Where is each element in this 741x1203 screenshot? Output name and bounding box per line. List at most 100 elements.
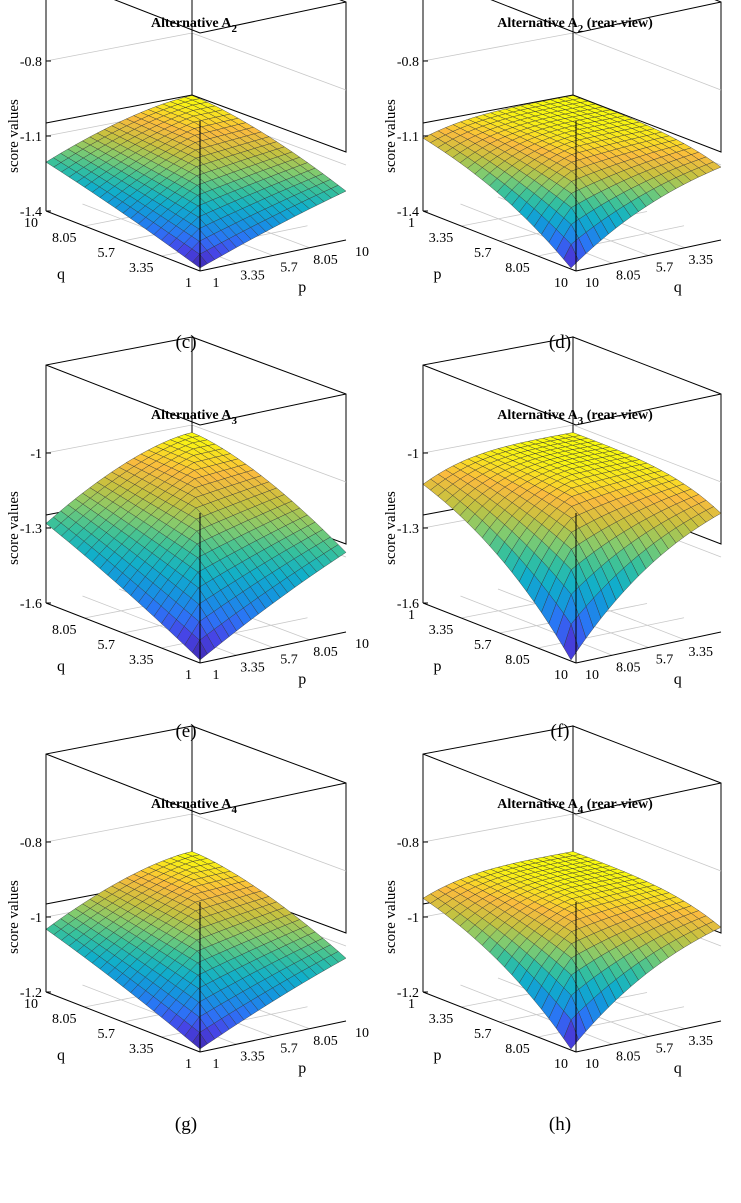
p-edge-tick-label: 3.35 xyxy=(689,1034,714,1049)
title-main: Alternative A xyxy=(497,408,578,423)
p-edge-tick-label: 5.7 xyxy=(280,653,298,668)
title-subscript: 4 xyxy=(578,804,584,816)
q-edge-tick-label: 1 xyxy=(408,608,415,623)
surface xyxy=(45,851,347,1050)
q-axis-label: q xyxy=(674,279,682,296)
z-tick-label: -1.3 xyxy=(397,522,419,537)
box-top-front xyxy=(113,0,347,34)
title-suffix: (rear-view) xyxy=(583,797,653,812)
p-edge-tick-label: 10 xyxy=(355,1026,369,1041)
z-tick-label: -1.4 xyxy=(20,205,42,220)
panel-caption: (h) xyxy=(549,1114,571,1135)
p-edge-tick-label: 8.05 xyxy=(313,645,338,660)
panel-title: Alternative A3 (rear-view) xyxy=(497,408,653,427)
panel-caption: (e) xyxy=(175,721,196,742)
p-edge-tick-label: 1 xyxy=(213,1057,220,1072)
box-top-front xyxy=(422,364,722,426)
box-top-front xyxy=(45,364,347,426)
box-top-front xyxy=(45,753,347,815)
p-axis-line xyxy=(575,1020,722,1053)
back-face-left xyxy=(422,0,574,124)
p-axis-line xyxy=(575,631,722,664)
p-edge-tick-label: 10 xyxy=(355,637,369,652)
z-tick-label: -1.6 xyxy=(397,597,419,612)
title-subscript: 2 xyxy=(231,23,237,35)
title-main: Alternative A xyxy=(497,797,578,812)
p-edge-tick-label: 10 xyxy=(585,668,599,683)
z-tick-label: -1 xyxy=(30,447,42,462)
title-main: Alternative A xyxy=(497,16,578,31)
q-axis-line xyxy=(45,602,201,664)
p-edge-tick-label: 3.35 xyxy=(689,253,714,268)
p-axis-line xyxy=(199,1020,347,1053)
title-subscript: 3 xyxy=(578,415,584,427)
z-tick-label: -1.4 xyxy=(397,205,419,220)
title-main: Alternative A xyxy=(151,797,232,812)
z-axis-label: score values xyxy=(383,99,399,173)
panel-title: Alternative A4 (rear-view) xyxy=(497,797,653,816)
box-top-front xyxy=(422,753,722,815)
q-edge-tick-label: 5.7 xyxy=(474,1027,492,1042)
z-tick-label: -1.1 xyxy=(20,130,42,145)
q-axis-label: q xyxy=(674,1060,682,1077)
q-edge-tick-label: 10 xyxy=(24,216,38,231)
q-edge-tick-label: 5.7 xyxy=(98,638,116,653)
z-tick-label: -1 xyxy=(407,447,419,462)
z-tick-label: -1.1 xyxy=(397,130,419,145)
q-axis-line xyxy=(422,991,577,1053)
p-axis-label: p xyxy=(434,266,442,283)
q-edge-tick-label: 10 xyxy=(554,1057,568,1072)
q-edge-tick-label: 3.35 xyxy=(429,231,454,246)
q-edge-tick-label: 8.05 xyxy=(52,1012,77,1027)
p-edge-tick-label: 3.35 xyxy=(689,645,714,660)
q-axis-label: q xyxy=(674,671,682,688)
p-axis-line xyxy=(199,239,347,272)
p-edge-tick-label: 8.05 xyxy=(313,1034,338,1049)
panel-caption: (c) xyxy=(175,332,196,353)
p-edge-tick-label: 8.05 xyxy=(313,253,338,268)
p-edge-tick-label: 5.7 xyxy=(280,1042,298,1057)
surface xyxy=(422,432,722,661)
z-tick-label: -1.6 xyxy=(20,597,42,612)
panel-h: -0.8 -1 -1.2 score values 1 3.35 5.7 8.05 10 p 10 8… xyxy=(383,725,722,1077)
surface xyxy=(422,851,722,1050)
q-axis-line xyxy=(45,210,201,272)
panel-f: -1 -1.3 -1.6 score values 1 3.35 5.7 8.05 10 p 10 8… xyxy=(383,336,722,688)
q-edge-tick-label: 1 xyxy=(185,668,192,683)
z-axis-label: score values xyxy=(6,99,22,173)
z-tick-label: -1 xyxy=(30,911,42,926)
q-edge-tick-label: 5.7 xyxy=(98,246,116,261)
title-main: Alternative A xyxy=(151,408,232,423)
q-edge-tick-label: 10 xyxy=(554,276,568,291)
p-axis-label: p xyxy=(298,671,306,688)
box-front xyxy=(45,753,347,1053)
p-axis-label: p xyxy=(298,279,306,296)
q-edge-tick-label: 1 xyxy=(408,997,415,1012)
q-edge-tick-label: 10 xyxy=(554,668,568,683)
p-edge-tick-label: 8.05 xyxy=(616,1049,641,1064)
z-axis-label: score values xyxy=(383,880,399,954)
q-edge-tick-label: 8.05 xyxy=(505,653,530,668)
panel-caption: (d) xyxy=(549,332,571,353)
z-axis-label: score values xyxy=(383,491,399,565)
p-axis-label: p xyxy=(434,1047,442,1064)
q-edge-tick-label: 8.05 xyxy=(52,231,77,246)
z-tick-label: -1 xyxy=(407,911,419,926)
q-edge-tick-label: 5.7 xyxy=(474,638,492,653)
q-axis-label: q xyxy=(57,266,65,283)
z-axis-label: score values xyxy=(6,880,22,954)
panel-e: -1 -1.3 -1.6 score values 1 3.35 5.7 8.05 q 1 3.35… xyxy=(6,336,369,688)
q-edge-tick-label: 3.35 xyxy=(129,261,154,276)
p-edge-tick-label: 3.35 xyxy=(240,1049,265,1064)
panel-d: -0.8 -1.1 -1.4 score values 1 3.35 5.7 8.05 10 p 1… xyxy=(383,0,722,296)
title-subscript: 4 xyxy=(231,804,237,816)
q-edge-tick-label: 8.05 xyxy=(52,623,77,638)
p-edge-tick-label: 5.7 xyxy=(656,1042,674,1057)
panel-title: Alternative A2 xyxy=(151,16,237,35)
surface xyxy=(422,95,722,269)
surface xyxy=(45,432,347,661)
p-edge-tick-label: 3.35 xyxy=(240,660,265,675)
panel-title: Alternative A2 (rear-view) xyxy=(497,16,653,35)
title-suffix: (rear-view) xyxy=(583,408,653,423)
